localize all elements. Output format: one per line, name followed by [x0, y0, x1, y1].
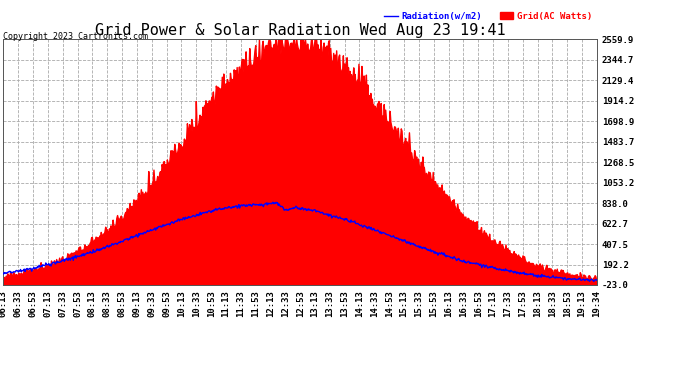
Legend: Radiation(w/m2), Grid(AC Watts): Radiation(w/m2), Grid(AC Watts) — [384, 12, 592, 21]
Text: Copyright 2023 Cartronics.com: Copyright 2023 Cartronics.com — [3, 32, 148, 41]
Title: Grid Power & Solar Radiation Wed Aug 23 19:41: Grid Power & Solar Radiation Wed Aug 23 … — [95, 23, 506, 38]
